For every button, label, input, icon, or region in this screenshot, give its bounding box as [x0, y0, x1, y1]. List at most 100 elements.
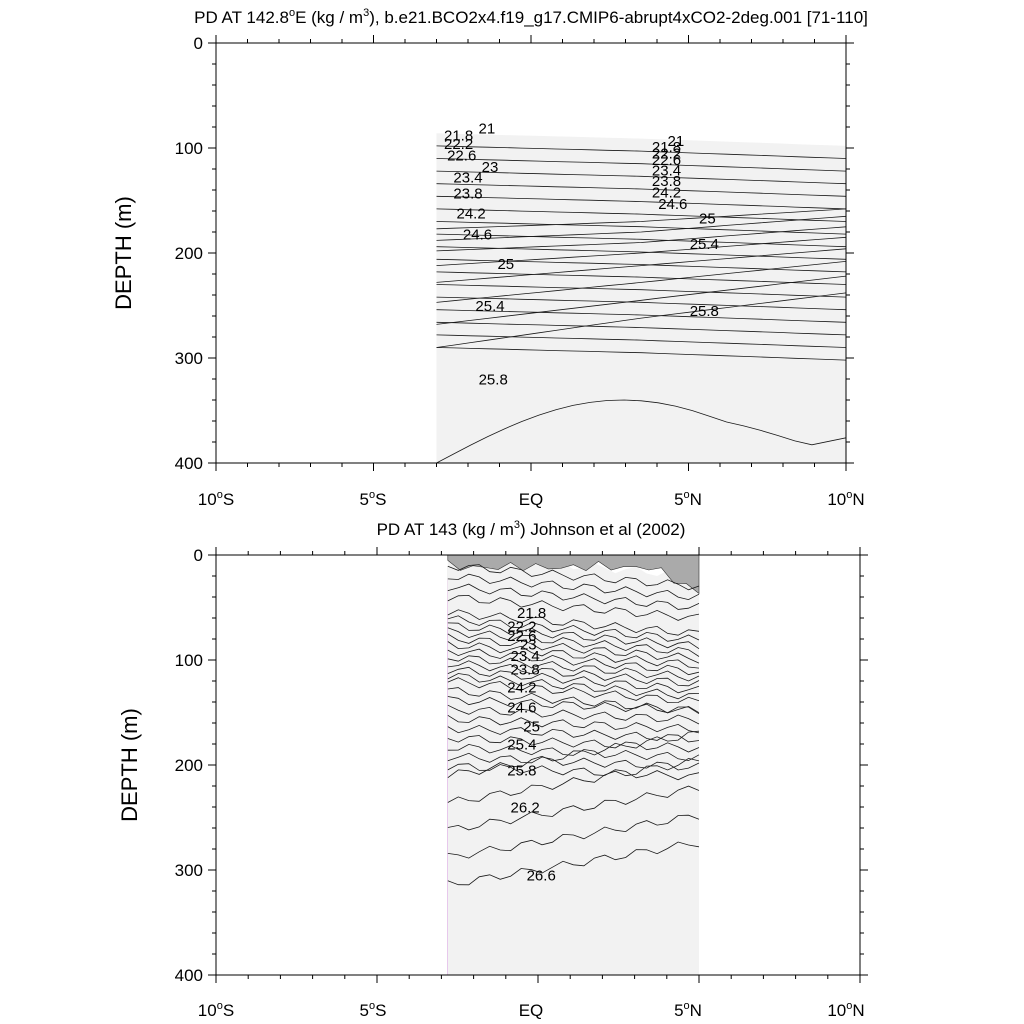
- contour-label: 25: [699, 211, 716, 228]
- panel1-xtick-eq: EQ: [519, 490, 544, 509]
- contour-line: [447, 730, 700, 779]
- contour-line: [447, 583, 700, 610]
- contour-line: [447, 735, 700, 753]
- contour-line: [447, 666, 700, 694]
- contour-line: [436, 208, 846, 222]
- contour-label: 22.6: [507, 628, 536, 645]
- contour-label: 21.8: [517, 605, 546, 622]
- contour-line: [436, 236, 846, 266]
- contour-label: 25: [523, 718, 540, 735]
- panel1-ytick-100: 100: [175, 139, 203, 158]
- contour-label: 24.2: [652, 184, 681, 201]
- panel2-xtick-10n: 10oN: [827, 1000, 864, 1020]
- contour-line: [436, 321, 846, 336]
- contour-line: [436, 261, 846, 303]
- panel2-xtick-labels: 10oS 5oS EQ 5oN 10oN: [198, 1000, 865, 1020]
- contour-label: 22.6: [447, 148, 476, 165]
- contour-line: [447, 660, 700, 687]
- contour-label: 25: [497, 256, 514, 273]
- contour-line: [447, 641, 700, 669]
- contour-line: [447, 609, 700, 636]
- contour-line: [436, 233, 846, 248]
- contour-label: 23.8: [652, 173, 681, 190]
- panel1-ytick-300: 300: [175, 349, 203, 368]
- contour-label: 23.8: [510, 662, 539, 679]
- contour-label: 23.4: [510, 648, 539, 665]
- contour-label: 24.2: [456, 205, 485, 222]
- contour-line: [447, 763, 700, 781]
- contour-line: [447, 696, 700, 715]
- contour-line: [436, 347, 846, 361]
- contour-line: [447, 622, 700, 650]
- contour-line: [447, 841, 700, 886]
- panel2-ytick-300: 300: [175, 861, 203, 880]
- contour-line: [436, 399, 846, 463]
- contour-line: [436, 158, 846, 172]
- panel1-ytick-0: 0: [194, 34, 203, 53]
- panel2-contour-field: [447, 555, 700, 975]
- contour-line: [436, 183, 846, 197]
- contour-line: [436, 248, 846, 283]
- contour-line: [447, 655, 700, 682]
- contour-line: [447, 714, 700, 734]
- panel2-ytick-labels: 0 100 200 300 400: [175, 546, 203, 985]
- contour-line: [436, 292, 846, 348]
- contour-label: 23.4: [652, 162, 681, 179]
- panel1-contour-field: [436, 133, 846, 463]
- panel1-title: PD AT 142.8oE (kg / m3), b.e21.BCO2x4.f1…: [194, 7, 868, 27]
- panel1-xtick-10n: 10oN: [827, 489, 864, 509]
- contour-line: [436, 275, 846, 325]
- contour-line: [436, 195, 846, 210]
- panel2-xtick-10s: 10oS: [198, 1000, 234, 1020]
- contour-line: [447, 687, 700, 714]
- contour-label: 23: [520, 637, 537, 654]
- contour-label: 23.4: [453, 170, 482, 187]
- contour-label: 21.8: [444, 128, 473, 145]
- contour-label: 25.4: [475, 298, 504, 315]
- contour-label: 24.2: [507, 680, 536, 697]
- panel2-ytick-200: 200: [175, 756, 203, 775]
- panel1-xtick-10s: 10oS: [198, 489, 234, 509]
- contour-line: [436, 226, 846, 252]
- panel1-ytick-200: 200: [175, 244, 203, 263]
- panel2-xtick-eq: EQ: [519, 1001, 544, 1020]
- contour-label: 26.6: [527, 868, 556, 885]
- contour-line: [447, 785, 700, 831]
- contour-label: 25.8: [690, 303, 719, 320]
- contour-label: 24.6: [463, 226, 492, 243]
- contour-label: 21: [479, 120, 496, 137]
- panel1-contour-labels: 2121.822.222.62323.423.824.224.62525.425…: [444, 120, 719, 388]
- contour-line: [436, 215, 846, 241]
- panel-model: PD AT 142.8oE (kg / m3), b.e21.BCO2x4.f1…: [111, 7, 868, 509]
- contour-label: 21: [668, 133, 685, 150]
- contour-label: 25.8: [479, 371, 508, 388]
- contour-line: [436, 284, 846, 298]
- contour-line: [447, 743, 700, 762]
- contour-label: 22.2: [507, 619, 536, 636]
- contour-label: 22.2: [444, 136, 473, 153]
- contour-label: 23: [482, 159, 499, 176]
- contour-line: [436, 309, 846, 323]
- contour-line: [447, 648, 700, 676]
- contour-label: 22.2: [652, 146, 681, 163]
- panel1-ytick-400: 400: [175, 454, 203, 473]
- panel1-ticks: [208, 35, 854, 471]
- panel2-title: PD AT 143 (kg / m3) Johnson et al (2002): [377, 519, 686, 539]
- panel2-ytick-0: 0: [194, 546, 203, 565]
- panel1-ytick-labels: 0 100 200 300 400: [175, 34, 203, 473]
- contour-line: [447, 573, 700, 601]
- contour-line: [436, 271, 846, 285]
- contour-label: 25.4: [507, 736, 536, 753]
- contour-band: [447, 560, 699, 975]
- panel2-ytick-100: 100: [175, 651, 203, 670]
- contour-line: [447, 704, 700, 725]
- contour-line: [447, 594, 700, 621]
- contour-line: [447, 627, 700, 657]
- panel-observed: PD AT 143 (kg / m3) Johnson et al (2002)…: [117, 519, 868, 1020]
- contour-line: [436, 170, 846, 185]
- contour-band: [436, 133, 846, 463]
- panel1-xtick-5s: 5oS: [360, 489, 387, 509]
- contour-label: 23.8: [453, 185, 482, 202]
- contour-line: [447, 724, 700, 743]
